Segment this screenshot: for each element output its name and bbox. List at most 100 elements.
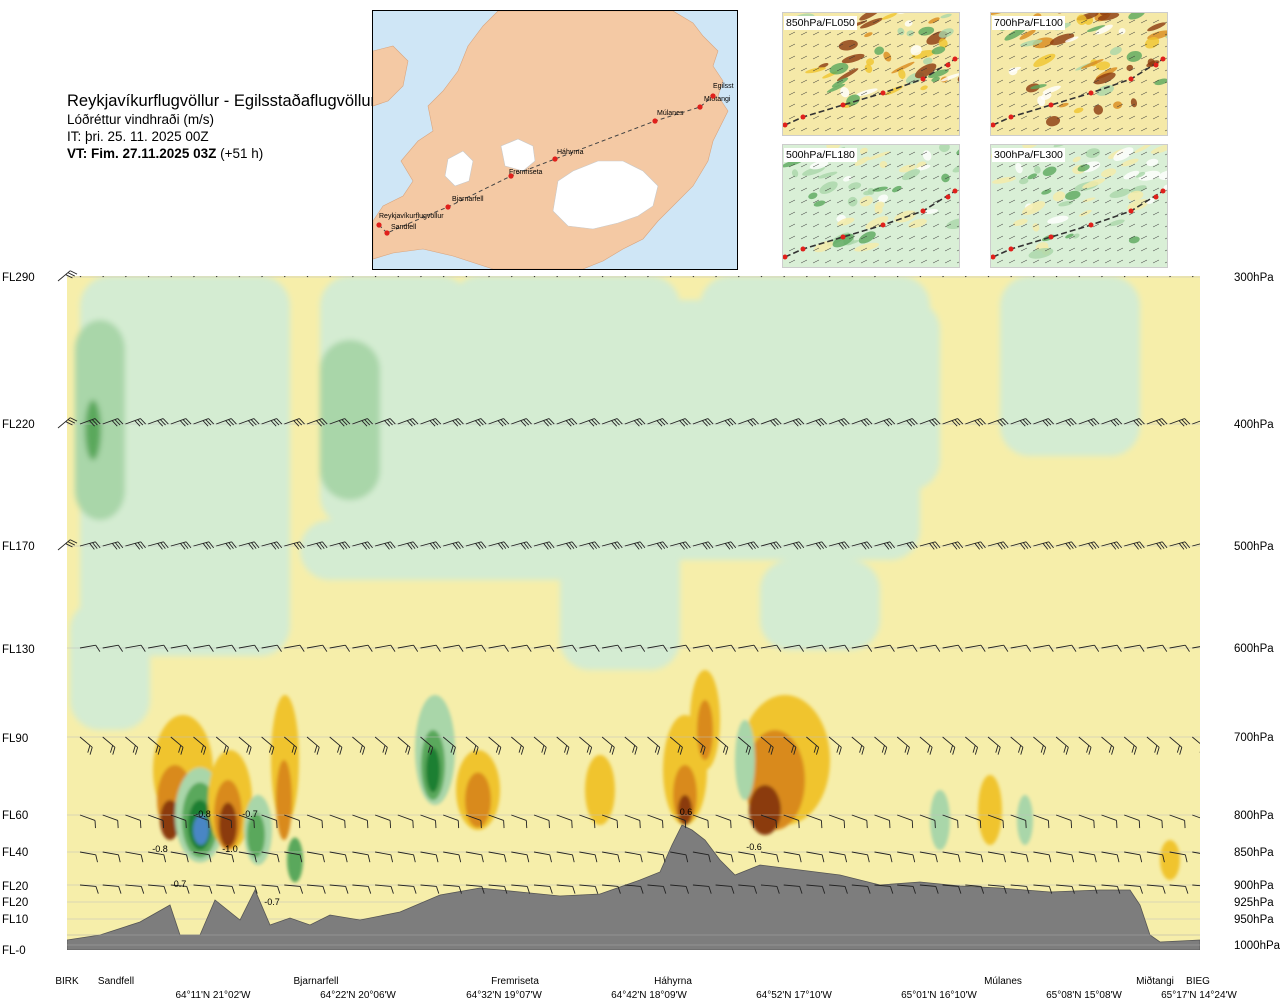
field-blob [923, 209, 938, 215]
mini-barb [896, 223, 904, 228]
mini-barb [1104, 247, 1112, 252]
wind-barb [420, 736, 434, 755]
wind-barb [692, 884, 712, 894]
field-blob [1077, 164, 1090, 172]
value-annotation: -1.0 [222, 844, 238, 854]
mini-barb [1044, 199, 1052, 204]
wind-barb [556, 418, 578, 427]
wind-barb [760, 736, 774, 755]
mini-barb [812, 175, 820, 180]
mini-barb [920, 55, 928, 60]
mini-barb [1032, 127, 1040, 132]
wind-barb [1192, 814, 1200, 821]
mini-barb [1140, 235, 1148, 240]
wind-barb [942, 851, 961, 863]
mini-map-500[interactable]: 500hPa/FL180 [782, 144, 960, 268]
mini-barb [1092, 247, 1100, 252]
mini-barb [1020, 187, 1028, 192]
mini-barb [788, 127, 796, 132]
mini-map-700[interactable]: 700hPa/FL100 [990, 12, 1168, 136]
mini-barb [1008, 127, 1016, 132]
waypoint-label: BIEG [1186, 976, 1210, 987]
mini-barb [860, 199, 868, 204]
wind-barb [760, 851, 779, 863]
mini-barb [1068, 19, 1076, 24]
wind-barb [193, 814, 210, 829]
mini-barb [956, 153, 959, 156]
wind-barb [170, 644, 192, 652]
wind-barb [851, 851, 870, 863]
mini-barb [896, 79, 904, 84]
mini-barb [812, 79, 820, 84]
map-place-label: Miðtangi [704, 95, 731, 103]
field-blob [1109, 188, 1131, 198]
wind-barb [601, 418, 623, 427]
flight-level-label: FL20 [2, 881, 28, 893]
mini-barb [872, 187, 880, 192]
wind-barb [238, 884, 258, 894]
mini-barb [996, 175, 1004, 180]
mini-barb [1152, 247, 1160, 252]
wind-barb [919, 736, 933, 755]
mini-barb [932, 115, 940, 120]
wind-barb [987, 814, 1004, 829]
wind-barb [511, 418, 532, 427]
mini-barb [812, 199, 820, 204]
vatnajokull-glacier [552, 160, 659, 230]
mini-barb [1164, 129, 1167, 132]
mini-barb [860, 211, 868, 216]
wind-barb [1192, 541, 1200, 547]
mini-barb [944, 211, 952, 216]
wind-barb [783, 851, 802, 863]
value-annotations: -0.8 -0.7 -0.8 -1.0 0.7 -0.7 0.6 -0.6 [152, 807, 762, 907]
mini-barb [908, 127, 916, 132]
mini-barb [932, 175, 940, 180]
field-blob [1022, 145, 1042, 149]
wind-barb [760, 418, 782, 427]
wind-barbs [79, 276, 1200, 894]
field-blob [897, 27, 905, 36]
field-blob [848, 182, 862, 190]
mini-barb [908, 67, 916, 72]
mini-barb [1080, 259, 1088, 264]
wind-barb [193, 644, 214, 652]
mini-barb [1068, 211, 1076, 216]
mini-barb [1080, 55, 1088, 60]
mini-barb [1044, 211, 1052, 216]
mini-barb [956, 33, 959, 36]
mini-barb [1008, 79, 1016, 84]
mini-map-300[interactable]: 300hPa/FL300 [990, 144, 1168, 268]
wind-barb [420, 851, 439, 863]
wind-barb [669, 736, 683, 755]
mini-barb [1128, 43, 1136, 48]
mini-barb [1116, 187, 1124, 192]
mini-barb [824, 43, 832, 48]
wind-barb [465, 736, 479, 755]
mini-barb [1056, 259, 1064, 264]
wind-barb [828, 814, 846, 829]
upper-bands [70, 276, 1140, 730]
route-map[interactable]: Reykjavíkurflugvöllur Sandfell Bjarnarfell… [372, 10, 738, 270]
wind-barb [1056, 644, 1077, 652]
wind-barb [1169, 884, 1189, 894]
mini-barb [956, 237, 959, 240]
mini-barb [872, 199, 880, 204]
mini-barb [920, 79, 928, 84]
wind-barb [79, 736, 93, 755]
wind-barb [397, 736, 411, 755]
mini-barb [836, 31, 844, 36]
field-blob [1046, 116, 1061, 127]
mini-map-label: 300hPa/FL300 [992, 148, 1065, 162]
mini-barb [956, 165, 959, 168]
mini-barb [872, 43, 880, 48]
mini-barb [896, 91, 904, 96]
mini-barb [1140, 151, 1148, 156]
wind-barb [488, 884, 508, 894]
mini-barb [848, 55, 856, 60]
wind-barb [375, 884, 394, 894]
mini-map-850[interactable]: 850hPa/FL050 [782, 12, 960, 136]
mini-barb [1020, 175, 1028, 180]
field-blob [1058, 102, 1069, 108]
wind-barb [79, 418, 101, 427]
mini-barb [1008, 43, 1016, 48]
